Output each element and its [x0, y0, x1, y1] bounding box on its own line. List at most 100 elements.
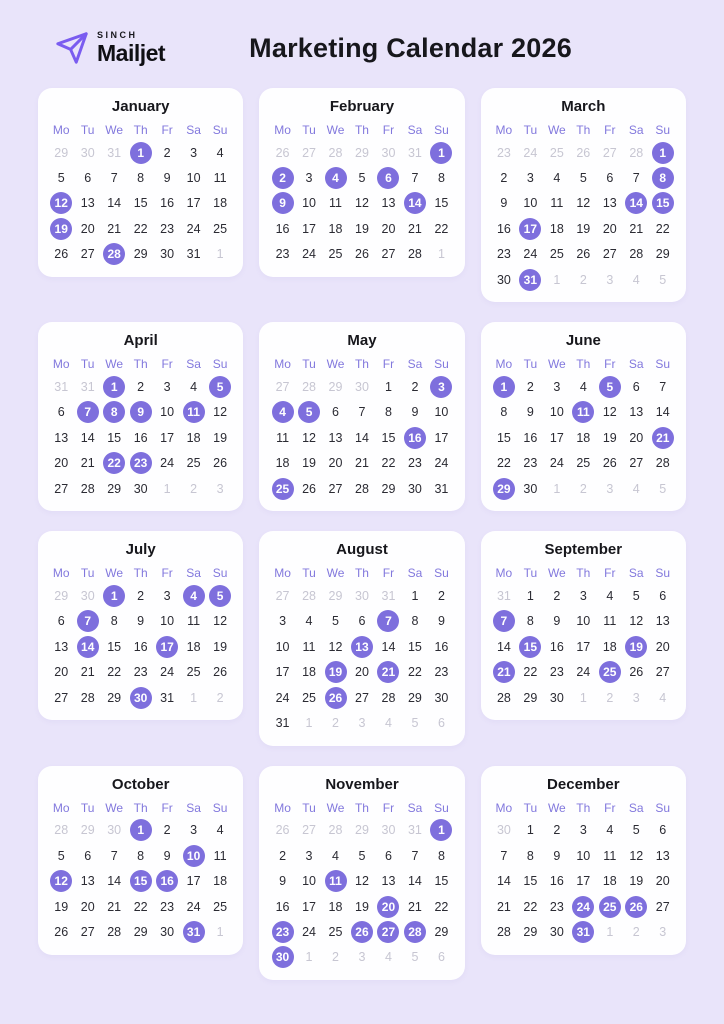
day-cell: 4 [606, 588, 614, 603]
day-cell-muted: 31 [496, 588, 511, 603]
weekday-label: Tu [302, 800, 316, 815]
day-cell-muted: 30 [381, 145, 396, 160]
day-cell: 19 [602, 430, 617, 445]
day-cell: 23 [549, 665, 564, 680]
day-cell-muted: 30 [80, 145, 95, 160]
weekday-label: Sa [628, 123, 644, 137]
day-cell: 13 [381, 874, 396, 889]
weekday-label: Fr [161, 800, 173, 815]
day-cell: 27 [54, 690, 69, 705]
day-cell: 19 [302, 456, 316, 471]
day-cell: 29 [133, 924, 148, 939]
day-cell-muted: 30 [107, 823, 122, 838]
day-cell: 3 [279, 614, 287, 629]
day-cell: 25 [186, 456, 201, 471]
day-cell: 29 [133, 247, 148, 262]
day-cell-highlighted: 1 [127, 140, 153, 165]
day-cell-muted: 24 [523, 145, 538, 160]
day-cell: 23 [160, 221, 175, 236]
day-cell-highlighted: 7 [375, 609, 401, 634]
day-cell-highlighted: 1 [101, 374, 127, 399]
day-cell-muted: 29 [355, 145, 369, 160]
weekday-label: Su [655, 800, 671, 815]
day-cell: 10 [523, 196, 538, 211]
day-cell-highlighted: 28 [101, 242, 127, 267]
weekday-row: Mo Tu We Th Fr Sa Su [269, 120, 454, 140]
month-title: January [111, 98, 170, 115]
day-cell: 15 [381, 430, 396, 445]
day-cell: 27 [381, 247, 396, 262]
day-cell-muted: 29 [328, 588, 343, 603]
day-cell-muted: 31 [80, 380, 95, 395]
day-cell: 12 [602, 405, 617, 420]
day-cell: 18 [213, 196, 228, 211]
day-cell: 23 [133, 665, 148, 680]
day-cell: 8 [500, 405, 508, 420]
weekday-row: Mo Tu We Th Fr Sa Su [269, 563, 454, 583]
day-cell-muted: 2 [190, 481, 198, 496]
day-cell: 13 [80, 874, 95, 889]
day-cell: 14 [655, 405, 670, 420]
day-cell: 9 [279, 874, 287, 889]
month-card-march: March Mo Tu We Th Fr Sa Su 23 24 25 26 27 28 1 2 3 4 5 6 7… [480, 88, 686, 303]
day-cell: 20 [355, 665, 369, 680]
day-cell-highlighted: 31 [570, 919, 596, 944]
day-cell: 25 [328, 247, 343, 262]
day-cell-highlighted: 4 [180, 583, 206, 608]
day-cell: 24 [434, 456, 449, 471]
day-cell: 23 [275, 247, 290, 262]
day-cell-highlighted: 15 [650, 191, 676, 216]
weekday-label: Th [133, 357, 148, 372]
day-cell-muted: 3 [606, 272, 614, 287]
day-cell: 2 [553, 823, 561, 838]
day-cell: 4 [332, 848, 339, 863]
day-cell: 6 [384, 848, 392, 863]
day-grid: 31 1 2 3 4 5 6 7 8 9 10 11 12 13 14 15 16 17 18 19 20 21 22 23 2… [491, 583, 676, 710]
day-cell-muted: 3 [606, 481, 614, 496]
weekday-row: Mo Tu We Th Fr Sa Su [491, 798, 676, 818]
weekday-label: Fr [604, 566, 616, 581]
day-cell: 26 [302, 481, 316, 496]
day-cell: 15 [496, 430, 511, 445]
day-cell: 6 [57, 405, 65, 420]
day-cell: 16 [160, 196, 175, 211]
day-cell: 13 [328, 430, 343, 445]
day-cell: 27 [355, 690, 369, 705]
day-cell: 22 [496, 456, 511, 471]
day-cell: 24 [186, 899, 201, 914]
day-cell-highlighted: 1 [491, 374, 517, 399]
month-card-august: August Mo Tu We Th Fr Sa Su 27 28 29 30 31 1 2 3 4 5 6 7 8… [259, 531, 465, 746]
day-grid: 31 31 1 2 3 4 5 6 7 8 9 10 11 12 13 14 15 16 17 18 19 20 21 22 2… [48, 374, 233, 501]
month-card-june: June Mo Tu We Th Fr Sa Su 1 2 3 4 5 6 7 8 9 10 11 12 13 14 1… [480, 322, 686, 512]
day-cell: 2 [437, 588, 445, 603]
weekday-label: Su [212, 123, 228, 137]
day-cell: 10 [186, 171, 201, 186]
day-cell-muted: 1 [579, 690, 587, 705]
day-cell-highlighted: 26 [322, 685, 348, 710]
paper-plane-icon [56, 32, 88, 64]
day-cell: 26 [629, 665, 644, 680]
month-title: October [111, 775, 170, 793]
day-cell: 17 [186, 874, 201, 889]
weekday-row: Mo Tu We Th Fr Sa Su [491, 354, 676, 374]
day-cell: 4 [216, 145, 224, 160]
day-cell-highlighted: 25 [597, 659, 623, 684]
month-card-july: July Mo Tu We Th Fr Sa Su 29 30 1 2 3 4 5 6 7 8 9 10 11 12 1… [38, 531, 244, 721]
day-cell: 27 [80, 924, 95, 939]
month-title: March [561, 98, 606, 115]
day-cell-highlighted: 30 [269, 945, 295, 970]
weekday-label: We [326, 123, 345, 137]
day-cell: 21 [80, 456, 95, 471]
day-cell-muted: 5 [411, 950, 419, 965]
day-cell: 23 [160, 899, 175, 914]
weekday-label: Tu [80, 357, 95, 372]
weekday-label: Th [354, 566, 369, 581]
day-cell: 6 [332, 405, 339, 420]
weekday-label: Mo [274, 123, 291, 137]
day-cell-muted: 26 [576, 145, 591, 160]
day-cell: 21 [496, 899, 511, 914]
day-cell: 6 [632, 380, 640, 395]
day-cell: 13 [629, 405, 644, 420]
day-cell: 11 [276, 430, 290, 445]
weekday-label: We [547, 566, 566, 581]
